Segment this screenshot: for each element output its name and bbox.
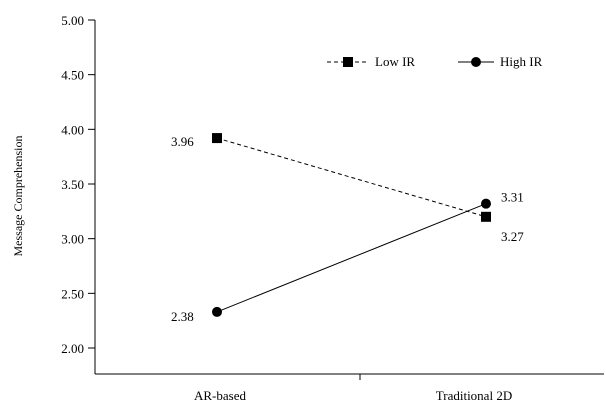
legend-high-ir-circle-icon: [471, 57, 481, 67]
legend-high-ir-label: High IR: [500, 54, 543, 69]
legend-low-ir-label: Low IR: [375, 54, 415, 69]
data-point-low-ir: [481, 211, 491, 222]
series-layer: 3.96 3.27 2.38 3.31: [171, 133, 524, 324]
x-tick-label-traditional-2d: Traditional 2D: [436, 388, 512, 403]
data-label-low-ir: 3.27: [501, 229, 524, 244]
data-point-high-ir: [481, 198, 491, 209]
y-tick-label: 3.00: [61, 232, 84, 247]
y-tick-label: 4.50: [61, 68, 84, 83]
y-axis-title: Message Comprehension: [11, 136, 25, 257]
y-tick-label: 4.00: [61, 122, 84, 137]
series-line-low-ir: [216, 137, 487, 218]
y-tick-label: 3.50: [61, 177, 84, 192]
series-line-high-ir: [216, 203, 487, 313]
y-tick-label: 2.00: [61, 341, 84, 356]
legend: Low IR High IR: [327, 54, 543, 69]
data-point-low-ir: [212, 133, 222, 144]
y-ticks: 5.00 4.50 4.00 3.50 3.00 2.50 2.00: [61, 13, 95, 356]
x-tick-label-ar-based: AR-based: [194, 388, 246, 403]
data-label-high-ir: 2.38: [171, 309, 194, 324]
data-label-high-ir: 3.31: [501, 190, 524, 205]
y-tick-label: 5.00: [61, 13, 84, 28]
y-tick-label: 2.50: [61, 286, 84, 301]
data-label-low-ir: 3.96: [171, 134, 194, 149]
data-point-high-ir: [212, 306, 222, 317]
legend-low-ir-square-icon: [343, 57, 353, 67]
